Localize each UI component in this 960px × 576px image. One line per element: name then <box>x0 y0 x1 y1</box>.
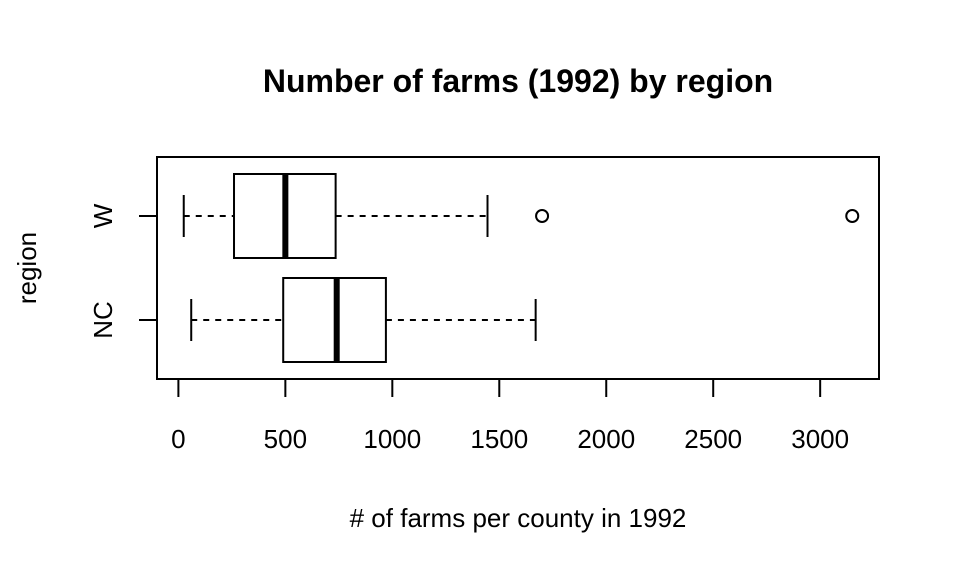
y-tick-label: NC <box>88 301 118 339</box>
y-axis: NC W <box>88 203 157 339</box>
x-tick-label: 0 <box>171 424 185 454</box>
x-tick-label: 2000 <box>577 424 635 454</box>
x-axis-label: # of farms per county in 1992 <box>350 503 687 533</box>
x-axis: 0 500 1000 1500 2000 2500 3000 <box>171 378 849 454</box>
x-tick-label: 3000 <box>791 424 849 454</box>
x-tick-label: 500 <box>264 424 307 454</box>
y-tick-label: W <box>88 203 118 228</box>
box-nc <box>190 277 537 363</box>
x-tick-label: 2500 <box>684 424 742 454</box>
x-tick-label: 1500 <box>470 424 528 454</box>
box-w <box>182 173 860 259</box>
x-tick-label: 1000 <box>363 424 421 454</box>
chart-title: Number of farms (1992) by region <box>263 63 773 99</box>
boxes-layer <box>182 173 860 363</box>
outlier-point <box>845 209 860 223</box>
y-axis-label: region <box>12 232 42 304</box>
outlier-point <box>535 209 550 223</box>
